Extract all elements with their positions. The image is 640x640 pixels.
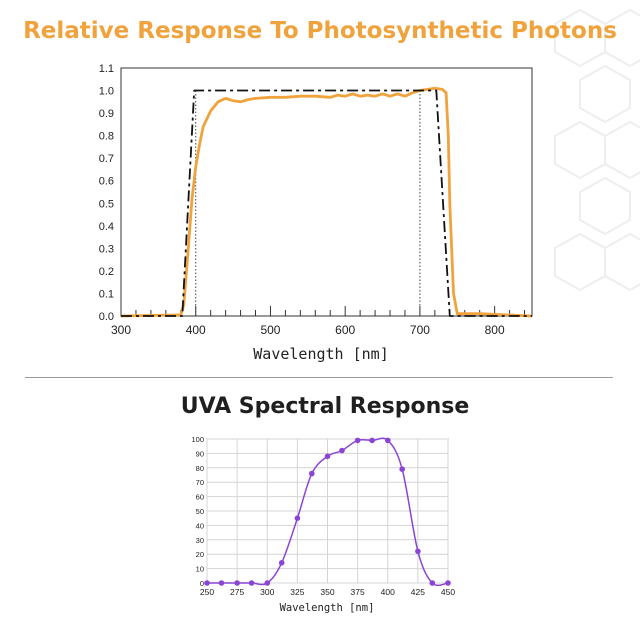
chart2-x-tick-label: 300 xyxy=(260,587,274,597)
chart1-y-tick-label: 0.4 xyxy=(99,221,114,233)
chart1-svg: 0.0 0.1 0.2 0.3 0.4 0.5 0.6 0.7 0.8 0.9 1.0 1.1 300… xyxy=(99,63,533,363)
chart2-y-tick-label: 10 xyxy=(196,565,204,574)
chart2-y-tick-label: 90 xyxy=(196,449,204,458)
chart1-xlabel: Wavelength [nm] xyxy=(253,345,388,363)
chart2-x-tick-label: 450 xyxy=(441,587,455,597)
chart2-data-point xyxy=(429,580,436,586)
chart2-xlabel: Wavelength [nm] xyxy=(280,602,375,614)
chart2-y-tick-label: 70 xyxy=(196,478,204,487)
section-divider xyxy=(25,377,613,378)
chart1-y-tick-label: 1.0 xyxy=(99,86,114,98)
chart2-title: UVA Spectral Response xyxy=(180,394,470,419)
chart1-x-tick-label: 500 xyxy=(260,323,280,337)
chart1-x-tick-label: 600 xyxy=(335,323,355,337)
chart2-data-point xyxy=(204,580,210,586)
chart1-y-tick-label: 0.3 xyxy=(99,243,114,255)
chart2-data-point xyxy=(309,470,315,477)
chart1-y-tick-label: 0.0 xyxy=(99,311,114,323)
chart1-y-tick-label: 0.7 xyxy=(99,153,114,165)
chart1-reference-line xyxy=(121,89,532,317)
chart1-x-tick-label: 300 xyxy=(111,323,131,337)
chart2-x-tick-label: 400 xyxy=(381,587,395,597)
chart2-data-point xyxy=(385,437,391,444)
chart2-data-point xyxy=(339,447,345,454)
chart1-x-tick-label: 800 xyxy=(485,323,505,337)
chart2-y-tick-label: 60 xyxy=(196,493,204,502)
chart2-x-tick-label: 350 xyxy=(320,587,334,597)
chart2-y-tick-label: 20 xyxy=(196,550,204,559)
chart2-y-tick-label: 40 xyxy=(196,521,204,530)
chart1-y-tick-label: 0.6 xyxy=(99,176,114,188)
chart2-x-tick-label: 275 xyxy=(230,587,244,597)
chart2-data-point xyxy=(399,466,406,473)
chart2-x-tick-label: 325 xyxy=(290,587,304,597)
chart2-y-tick-label: 0 xyxy=(200,579,204,588)
chart2-x-tick-label: 425 xyxy=(411,587,425,597)
chart1-y-tick-label: 0.1 xyxy=(99,288,114,300)
chart2-x-tick-label: 250 xyxy=(200,587,214,597)
chart1-response-line xyxy=(120,86,533,318)
chart2-y-tick-label: 100 xyxy=(191,435,204,444)
chart2-data-point xyxy=(354,437,361,444)
chart1-y-tick-label: 0.2 xyxy=(99,266,114,278)
chart1-title: Relative Response To Photosynthetic Phot… xyxy=(23,18,617,44)
chart2-data-point xyxy=(294,515,301,521)
chart2-data-point xyxy=(278,560,285,566)
chart2-data-point xyxy=(218,580,225,586)
chart2-data-point xyxy=(248,580,255,586)
chart2-data-point xyxy=(369,437,375,444)
chart2-y-tick-label: 50 xyxy=(196,507,204,516)
chart1-x-tick-label: 700 xyxy=(410,323,430,337)
chart1-x-tick-label: 400 xyxy=(186,323,206,337)
chart2-data-point xyxy=(324,453,331,460)
chart1-y-tick-label: 0.9 xyxy=(99,108,114,120)
chart2-x-tick-label: 375 xyxy=(351,587,365,597)
chart2-data-point xyxy=(445,580,451,586)
chart2-data-point xyxy=(234,580,240,586)
chart2-y-tick-label: 30 xyxy=(196,536,204,545)
chart1-y-tick-label: 0.5 xyxy=(99,198,114,210)
hexagon-background xyxy=(554,8,640,292)
chart2-data-point xyxy=(264,580,271,586)
chart2-data-point xyxy=(415,548,421,555)
chart2-y-tick-label: 80 xyxy=(196,464,204,473)
chart1-y-tick-label: 1.1 xyxy=(99,63,114,75)
chart1-y-tick-label: 0.8 xyxy=(99,131,114,143)
